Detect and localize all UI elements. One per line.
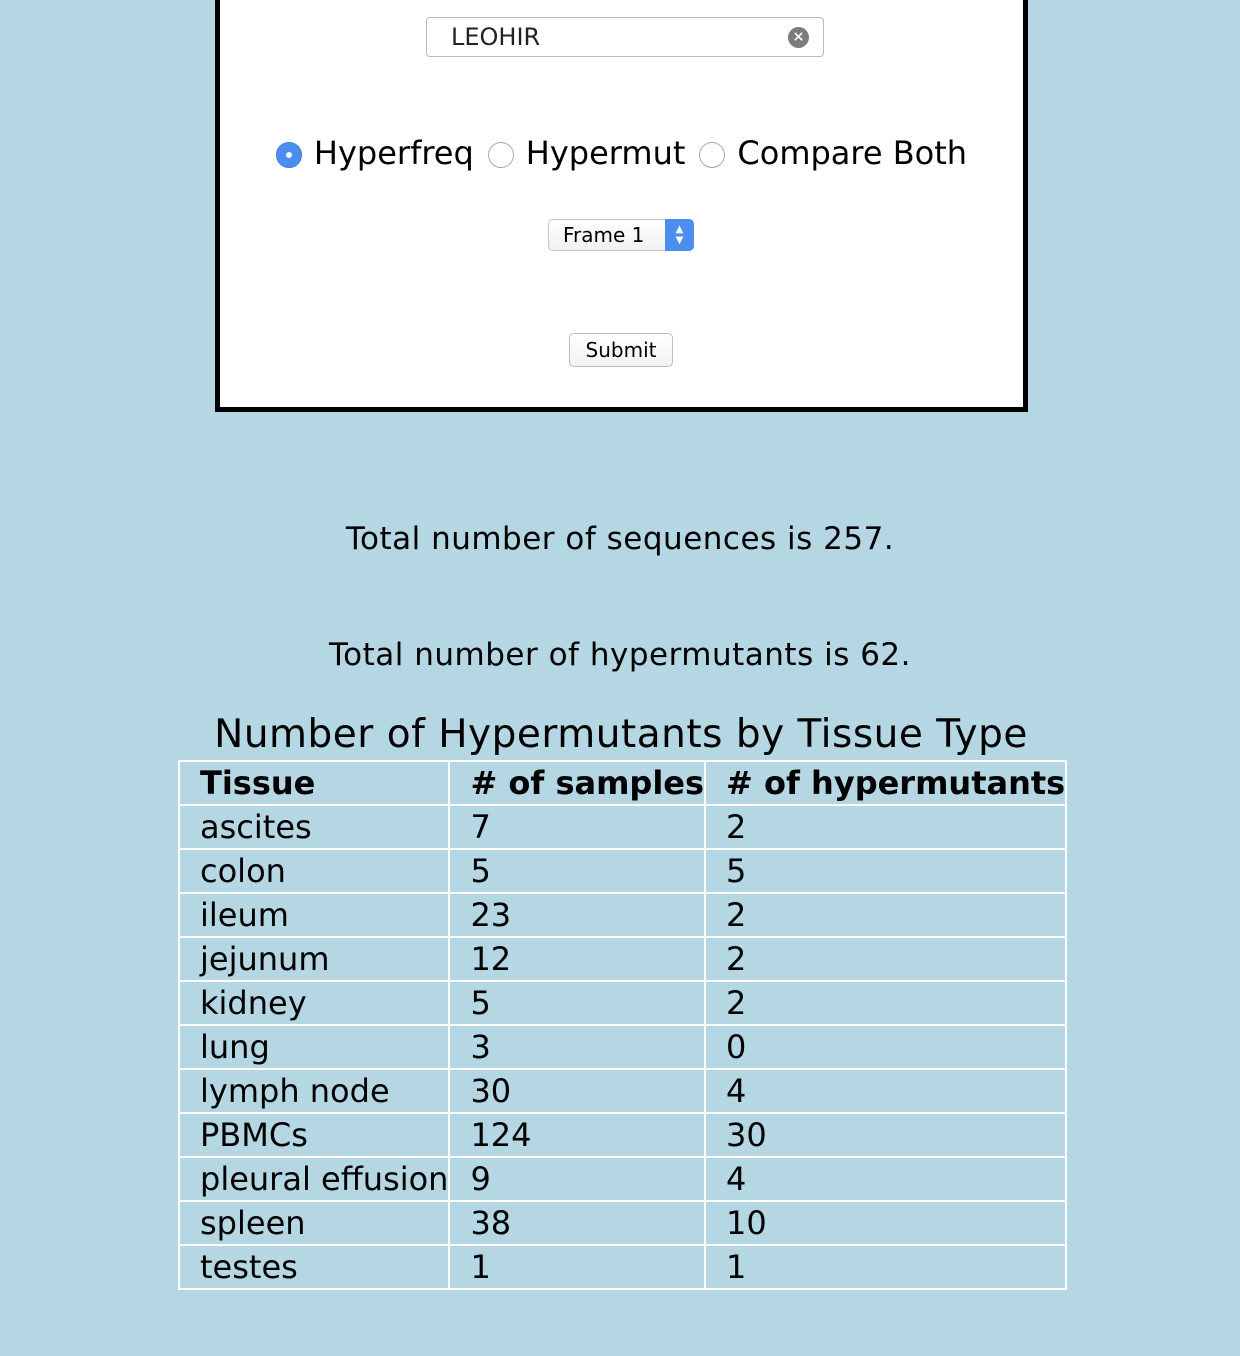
- chevron-up-down-icon: ▲ ▼: [665, 219, 694, 251]
- radio-compare-both[interactable]: Compare Both: [699, 134, 967, 172]
- samples-cell: 30: [448, 1068, 707, 1114]
- table-header-row: Tissue # of samples # of hypermutants: [177, 760, 1068, 806]
- samples-cell: 38: [448, 1200, 707, 1246]
- tissue-table: Tissue # of samples # of hypermutants as…: [177, 760, 1068, 1290]
- table-row: ascites 7 2: [177, 804, 1068, 850]
- frame-select-value: Frame 1: [563, 223, 645, 247]
- hypermutants-cell: 2: [704, 892, 1068, 938]
- samples-cell: 9: [448, 1156, 707, 1202]
- tissue-cell: colon: [177, 848, 451, 894]
- radio-label: Hypermut: [525, 134, 686, 172]
- tissue-cell: spleen: [177, 1200, 451, 1246]
- table-row: testes 1 1: [177, 1244, 1068, 1290]
- table-row: ileum 23 2: [177, 892, 1068, 938]
- hypermutants-cell: 2: [704, 804, 1068, 850]
- samples-cell: 5: [448, 848, 707, 894]
- hypermutants-cell: 0: [704, 1024, 1068, 1070]
- radio-button[interactable]: [487, 142, 514, 168]
- column-header-hypermutants: # of hypermutants: [704, 760, 1068, 806]
- total-sequences-text: Total number of sequences is 257.: [345, 521, 895, 557]
- table-row: lymph node 30 4: [177, 1068, 1068, 1114]
- tissue-cell: lung: [177, 1024, 451, 1070]
- tissue-cell: PBMCs: [177, 1112, 451, 1158]
- radio-hypermut[interactable]: Hypermut: [487, 134, 686, 172]
- table-row: spleen 38 10: [177, 1200, 1068, 1246]
- tissue-cell: testes: [177, 1244, 451, 1290]
- column-header-samples: # of samples: [448, 760, 707, 806]
- chevron-up-icon: ▲: [675, 224, 684, 235]
- tissue-cell: lymph node: [177, 1068, 451, 1114]
- radio-label: Hyperfreq: [313, 134, 474, 172]
- radio-button[interactable]: [699, 142, 726, 168]
- tissue-cell: pleural effusion: [177, 1156, 451, 1202]
- radio-hyperfreq[interactable]: Hyperfreq: [275, 134, 474, 172]
- samples-cell: 12: [448, 936, 707, 982]
- hypermutants-cell: 30: [704, 1112, 1068, 1158]
- samples-cell: 3: [448, 1024, 707, 1070]
- tissue-cell: kidney: [177, 980, 451, 1026]
- mode-radio-group: Hyperfreq Hypermut Compare Both: [220, 133, 1023, 173]
- tissue-cell: ascites: [177, 804, 451, 850]
- frame-select[interactable]: Frame 1 ▲ ▼: [548, 219, 694, 251]
- table-row: colon 5 5: [177, 848, 1068, 894]
- tissue-cell: jejunum: [177, 936, 451, 982]
- submit-button[interactable]: Submit: [569, 333, 673, 367]
- samples-cell: 7: [448, 804, 707, 850]
- hypermutants-cell: 1: [704, 1244, 1068, 1290]
- hypermutants-cell: 5: [704, 848, 1068, 894]
- search-input[interactable]: [427, 18, 777, 56]
- samples-cell: 5: [448, 980, 707, 1026]
- query-form-panel: × Hyperfreq Hypermut Compare Both Frame …: [215, 0, 1028, 412]
- table-row: lung 3 0: [177, 1024, 1068, 1070]
- tissue-cell: ileum: [177, 892, 451, 938]
- radio-button-checked[interactable]: [275, 142, 302, 168]
- search-box: ×: [426, 17, 824, 57]
- table-title: Number of Hypermutants by Tissue Type: [214, 712, 1028, 757]
- chevron-down-icon: ▼: [675, 235, 684, 246]
- table-row: PBMCs 124 30: [177, 1112, 1068, 1158]
- table-row: kidney 5 2: [177, 980, 1068, 1026]
- radio-label: Compare Both: [737, 134, 968, 172]
- column-header-tissue: Tissue: [177, 760, 451, 806]
- hypermutants-cell: 2: [704, 980, 1068, 1026]
- hypermutants-cell: 4: [704, 1068, 1068, 1114]
- hypermutants-cell: 4: [704, 1156, 1068, 1202]
- hypermutants-cell: 2: [704, 936, 1068, 982]
- samples-cell: 1: [448, 1244, 707, 1290]
- clear-icon[interactable]: ×: [788, 27, 809, 48]
- table-row: pleural effusion 9 4: [177, 1156, 1068, 1202]
- hypermutants-cell: 10: [704, 1200, 1068, 1246]
- table-row: jejunum 12 2: [177, 936, 1068, 982]
- samples-cell: 23: [448, 892, 707, 938]
- samples-cell: 124: [448, 1112, 707, 1158]
- total-hypermutants-text: Total number of hypermutants is 62.: [329, 637, 911, 673]
